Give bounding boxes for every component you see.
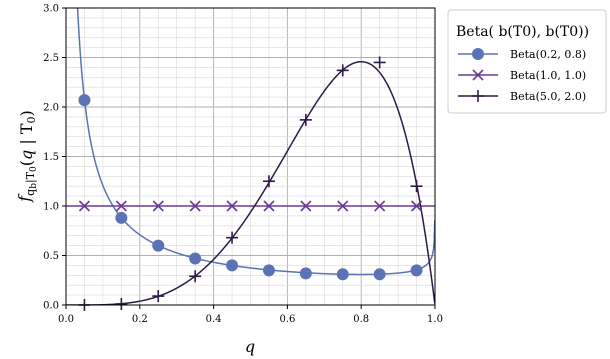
series-2-point: [300, 200, 312, 212]
series-1-point: [373, 268, 386, 281]
series-1-point: [115, 211, 128, 224]
series-1-point: [152, 239, 165, 252]
x-tick-label: 0.0: [58, 314, 74, 325]
y-tick-label: 3.0: [43, 4, 59, 15]
series-3-point: [336, 64, 349, 77]
y-tick-label: 0.5: [43, 251, 59, 262]
series-1-point: [226, 259, 239, 272]
legend-marker: [472, 48, 484, 60]
legend: Beta( b(T0), b(T0)) Beta(0.2, 0.8) Beta(1…: [447, 9, 607, 114]
series-2-point: [410, 200, 423, 212]
legend-label: Beta(5.0, 2.0): [510, 90, 586, 103]
series-line-3: [66, 60, 435, 305]
legend-marker: [472, 90, 484, 102]
series-1-point: [189, 252, 202, 265]
legend-marker: [472, 69, 484, 81]
legend-label: Beta(1.0, 1.0): [510, 69, 586, 82]
y-axis-label: fqb|T0(q | T0): [15, 110, 39, 203]
legend-item-2: Beta(1.0, 1.0): [458, 69, 586, 82]
series-1-point: [78, 94, 91, 107]
series-3-point: [262, 175, 275, 188]
x-tick-label: 1.0: [427, 314, 443, 325]
series-2-point: [263, 200, 275, 212]
legend-box: [447, 9, 607, 114]
series-3-point: [226, 231, 239, 244]
series-3-point: [410, 180, 423, 193]
series-2-point: [337, 200, 349, 212]
series-1-point: [410, 264, 423, 277]
svg-text:fqb|T0(q | T0): fqb|T0(q | T0): [15, 110, 39, 203]
x-tick-label: 0.2: [132, 314, 148, 325]
x-tick-label: 0.6: [279, 314, 295, 325]
grid: [65, 7, 436, 306]
series-2-point: [374, 200, 386, 212]
x-tick-label: 0.8: [353, 314, 369, 325]
x-axis-ticks: 0.0 0.2 0.4 0.6 0.8 1.0: [58, 305, 443, 325]
legend-item-1: Beta(0.2, 0.8): [458, 48, 586, 61]
series-1-point: [262, 264, 275, 277]
series-3-point: [115, 298, 128, 311]
series-curves: [66, 8, 435, 305]
series-2-point: [115, 200, 127, 212]
legend-label: Beta(0.2, 0.8): [510, 48, 586, 61]
series-1-point: [299, 267, 312, 280]
series-2-point: [152, 200, 164, 212]
y-tick-label: 0.0: [43, 301, 59, 312]
series-1-point: [336, 268, 349, 281]
series-3-point: [299, 113, 312, 126]
y-tick-label: 1.0: [43, 202, 59, 213]
y-tick-label: 2.0: [43, 103, 59, 114]
series-2-point: [78, 200, 91, 212]
y-tick-label: 1.5: [43, 152, 59, 163]
legend-item-3: Beta(5.0, 2.0): [458, 90, 586, 103]
x-axis-label: q: [245, 337, 255, 356]
series-3-point: [373, 56, 386, 69]
series-3-point: [189, 270, 202, 283]
x-tick-label: 0.4: [206, 314, 222, 325]
series-2-point: [189, 200, 201, 212]
series-line-1: [76, 8, 435, 276]
series-3-point: [152, 290, 165, 303]
y-axis-ticks: 0.0 0.5 1.0 1.5 2.0 2.5 3.0: [43, 4, 66, 312]
series-2-point: [226, 200, 238, 212]
y-tick-label: 2.5: [43, 53, 59, 64]
legend-title: Beta( b(T0), b(T0)): [456, 24, 589, 40]
